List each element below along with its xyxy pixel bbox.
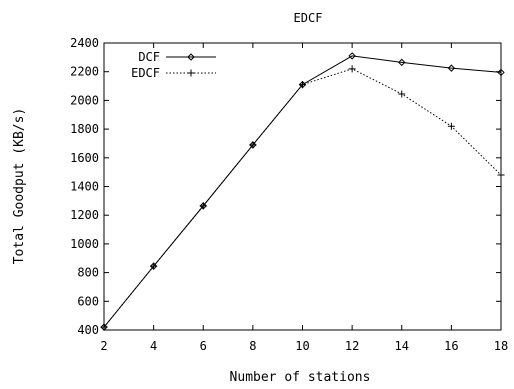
y-axis: 400 600 800 1000 1200 1400 1600 1800 2000 2200 240… bbox=[70, 36, 501, 337]
legend-marker-dcf bbox=[187, 53, 195, 61]
data-point-dcf bbox=[348, 52, 356, 60]
data-point-edcf bbox=[497, 171, 505, 179]
data-point-edcf bbox=[348, 65, 356, 73]
legend-label-edcf: EDCF bbox=[131, 66, 160, 80]
series-line-dcf bbox=[103, 55, 502, 328]
x-tick-label: 16 bbox=[444, 339, 458, 353]
data-point-edcf bbox=[249, 141, 257, 149]
y-tick-label: 2400 bbox=[70, 36, 99, 50]
y-tick-label: 1800 bbox=[70, 122, 99, 136]
y-tick-label: 2000 bbox=[70, 93, 99, 107]
x-tick-label: 14 bbox=[395, 339, 409, 353]
data-point-edcf bbox=[100, 323, 108, 331]
data-point-dcf bbox=[447, 64, 456, 72]
series-dcf bbox=[100, 52, 505, 331]
data-point-edcf bbox=[299, 81, 306, 89]
data-point-dcf bbox=[398, 58, 406, 67]
legend-marker-edcf bbox=[187, 69, 195, 77]
y-tick-label: 2200 bbox=[70, 65, 99, 79]
data-point-edcf bbox=[150, 262, 158, 270]
series-edcf bbox=[100, 65, 505, 331]
y-tick-label: 1600 bbox=[70, 151, 99, 165]
data-point-edcf bbox=[447, 122, 455, 130]
y-tick-label: 1000 bbox=[70, 237, 99, 251]
x-axis-label: Number of stations bbox=[230, 370, 371, 385]
series-layer bbox=[100, 52, 505, 331]
x-axis: 2 4 6 8 10 12 14 16 18 bbox=[100, 43, 508, 353]
x-tick-label: 10 bbox=[295, 339, 309, 353]
chart-title: EDCF bbox=[294, 11, 323, 25]
data-point-dcf bbox=[497, 68, 505, 77]
y-tick-label: 800 bbox=[77, 266, 99, 280]
x-tick-label: 4 bbox=[150, 339, 157, 353]
data-point-edcf bbox=[199, 202, 207, 210]
y-tick-label: 400 bbox=[77, 323, 99, 337]
x-tick-label: 8 bbox=[249, 339, 256, 353]
x-tick-label: 6 bbox=[200, 339, 207, 353]
y-tick-label: 1200 bbox=[70, 208, 99, 222]
x-tick-label: 18 bbox=[494, 339, 508, 353]
legend-label-dcf: DCF bbox=[138, 50, 160, 64]
x-tick-label: 12 bbox=[345, 339, 359, 353]
x-tick-label: 2 bbox=[100, 339, 107, 353]
y-axis-label: Total Goodput (KB/s) bbox=[12, 108, 27, 265]
y-tick-label: 1400 bbox=[70, 180, 99, 194]
y-tick-label: 600 bbox=[77, 294, 99, 308]
series-line-edcf bbox=[103, 68, 502, 328]
data-point-edcf bbox=[398, 90, 406, 98]
legend: DCF EDCF bbox=[131, 50, 216, 80]
